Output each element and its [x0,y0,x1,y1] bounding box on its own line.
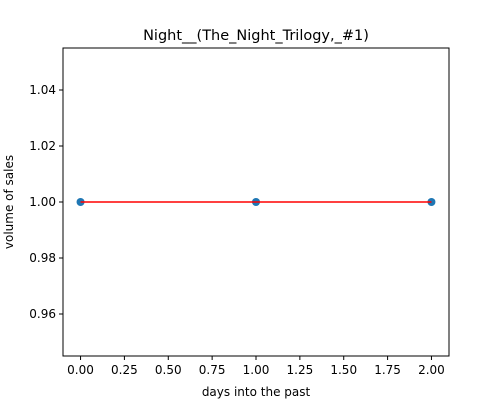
x-tick-label: 1.50 [330,363,357,377]
x-axis: 0.00 0.25 0.50 0.75 1.00 1.25 1.50 1.75 2.00 [67,356,445,377]
y-tick-label: 0.98 [29,251,56,265]
x-tick-label: 0.75 [199,363,226,377]
y-tick-label: 1.00 [29,195,56,209]
x-tick-label: 2.00 [418,363,445,377]
y-axis-label: volume of sales [2,155,16,249]
x-tick-label: 0.00 [67,363,94,377]
x-tick-label: 1.75 [374,363,401,377]
y-axis: 0.96 0.98 1.00 1.02 1.04 [29,83,63,321]
x-tick-label: 1.00 [243,363,270,377]
y-tick-label: 1.04 [29,83,56,97]
y-tick-label: 1.02 [29,139,56,153]
x-axis-label: days into the past [202,385,311,399]
plot-area [76,198,436,206]
x-tick-label: 0.50 [155,363,182,377]
y-tick-label: 0.96 [29,307,56,321]
x-tick-label: 1.25 [287,363,314,377]
chart-title: Night__(The_Night_Trilogy,_#1) [143,28,369,44]
x-tick-label: 0.25 [111,363,138,377]
